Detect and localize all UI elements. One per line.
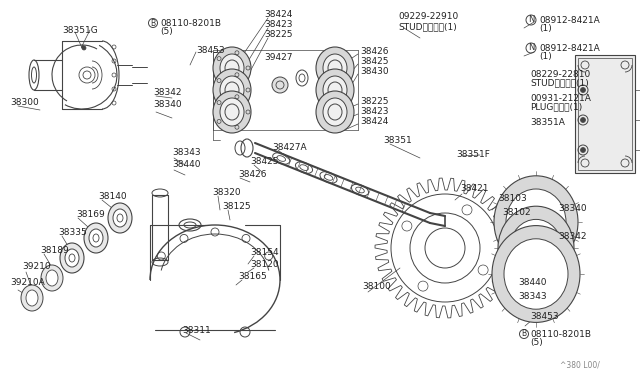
Ellipse shape [510,219,562,277]
Text: 38343: 38343 [172,148,200,157]
Text: 38140: 38140 [98,192,127,201]
Text: 39210: 39210 [22,262,51,271]
Text: 38351F: 38351F [456,150,490,159]
Bar [575,55,635,173]
Text: 38427A: 38427A [272,143,307,152]
Ellipse shape [220,76,244,104]
Text: 38351G: 38351G [62,26,98,35]
Ellipse shape [60,243,84,273]
Ellipse shape [21,285,43,311]
Text: 39427: 39427 [264,53,292,62]
Text: 38424: 38424 [264,10,292,19]
Text: 38169: 38169 [76,210,105,219]
Text: N: N [528,16,534,25]
Circle shape [272,77,288,93]
Ellipse shape [494,176,578,268]
Text: 38425: 38425 [250,157,278,166]
Ellipse shape [504,239,568,309]
Text: 38154: 38154 [250,248,278,257]
Ellipse shape [65,249,79,267]
Text: 38423: 38423 [360,107,388,116]
Text: 38102: 38102 [502,208,531,217]
Text: 38335: 38335 [58,228,87,237]
Text: (1): (1) [539,52,552,61]
Text: 38225: 38225 [264,30,292,39]
Ellipse shape [84,223,108,253]
Text: 38342: 38342 [558,232,586,241]
Ellipse shape [113,209,127,227]
Text: 38165: 38165 [238,272,267,281]
Text: 38440: 38440 [172,160,200,169]
Ellipse shape [316,69,354,111]
Text: 38225: 38225 [360,97,388,106]
Bar [578,58,632,170]
Ellipse shape [506,189,566,255]
Text: 38100: 38100 [362,282,391,291]
Circle shape [82,46,86,50]
Text: STUDスタッド(1): STUDスタッド(1) [398,22,457,31]
Text: 38426: 38426 [360,47,388,56]
Ellipse shape [316,47,354,89]
Circle shape [580,118,586,122]
Text: 08912-8421A: 08912-8421A [539,16,600,25]
Ellipse shape [323,76,347,104]
Text: 38425: 38425 [360,57,388,66]
Ellipse shape [220,54,244,82]
Text: (5): (5) [530,338,543,347]
Text: STUDスタッド(1): STUDスタッド(1) [530,78,589,87]
Text: 38421: 38421 [460,184,488,193]
Text: 38300: 38300 [10,98,39,107]
Text: 09229-22910: 09229-22910 [398,12,458,21]
Ellipse shape [323,54,347,82]
Ellipse shape [108,203,132,233]
Text: 38125: 38125 [222,202,251,211]
Text: 38343: 38343 [518,292,547,301]
Text: 38340: 38340 [558,204,587,213]
Text: 39210A: 39210A [10,278,45,287]
Ellipse shape [213,91,251,133]
Text: 38453: 38453 [530,312,559,321]
Text: 08110-8201B: 08110-8201B [160,19,221,28]
Text: 38311: 38311 [182,326,211,335]
Circle shape [580,87,586,93]
Ellipse shape [26,290,38,306]
Text: 08229-22810: 08229-22810 [530,70,590,79]
Ellipse shape [316,91,354,133]
Ellipse shape [213,69,251,111]
Text: (5): (5) [160,27,173,36]
Text: 08110-8201B: 08110-8201B [530,330,591,339]
Ellipse shape [498,206,574,290]
Text: ^380 L00/: ^380 L00/ [560,360,600,369]
Text: N: N [528,44,534,52]
Text: 38340: 38340 [153,100,182,109]
Text: 38103: 38103 [498,194,527,203]
Ellipse shape [89,229,103,247]
Ellipse shape [323,98,347,126]
Ellipse shape [213,47,251,89]
Text: 38440: 38440 [518,278,547,287]
Text: 38426: 38426 [238,170,266,179]
Text: 38342: 38342 [153,88,182,97]
Text: 00931-2121A: 00931-2121A [530,94,591,103]
Text: 38120: 38120 [250,260,278,269]
Text: 38351: 38351 [383,136,412,145]
Text: 38424: 38424 [360,117,388,126]
Text: 38351A: 38351A [530,118,565,127]
Ellipse shape [492,225,580,323]
Text: 38430: 38430 [360,67,388,76]
Text: 38423: 38423 [264,20,292,29]
Ellipse shape [220,98,244,126]
Circle shape [81,45,84,48]
Circle shape [580,148,586,153]
Ellipse shape [46,270,58,286]
Text: PLUGプラグ(1): PLUGプラグ(1) [530,102,582,111]
Text: B: B [150,19,156,28]
Text: 38320: 38320 [212,188,241,197]
Ellipse shape [41,265,63,291]
Text: 08912-8421A: 08912-8421A [539,44,600,53]
Text: B: B [522,330,527,339]
Text: 38189: 38189 [40,246,68,255]
Text: 38453: 38453 [196,46,225,55]
Text: (1): (1) [539,24,552,33]
